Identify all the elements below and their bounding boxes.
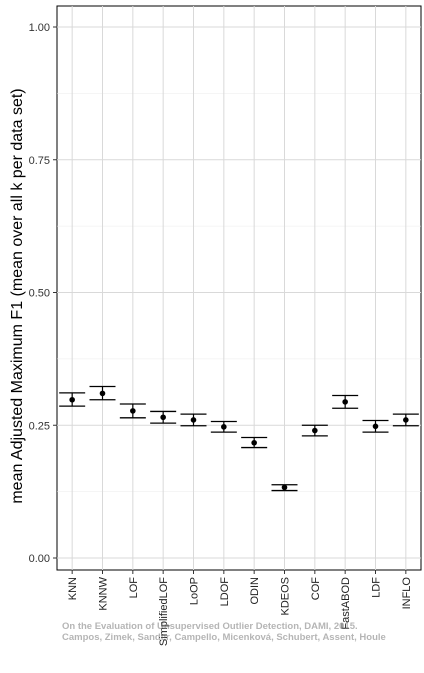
y-tick-label: 0.75 bbox=[29, 155, 50, 167]
plot-background bbox=[56, 5, 422, 571]
data-point bbox=[99, 390, 106, 397]
y-tick-label: 1.00 bbox=[29, 22, 50, 34]
data-point bbox=[251, 439, 257, 446]
data-point bbox=[130, 408, 136, 414]
y-axis-label-box: mean Adjusted Maximum F1 (mean over all … bbox=[4, 0, 32, 673]
y-tick-label: 0.50 bbox=[29, 288, 50, 300]
x-tick-label: LoOP bbox=[189, 577, 201, 605]
data-marks bbox=[59, 385, 419, 492]
data-point bbox=[281, 484, 288, 491]
watermark-line-1: On the Evaluation of Unsupervised Outlie… bbox=[62, 621, 358, 632]
x-tick-label: SimplifiedLOF bbox=[158, 577, 170, 646]
x-tick-label: KDEOS bbox=[280, 577, 292, 616]
x-tick-label: INFLO bbox=[401, 577, 413, 610]
x-tick-label: LOF bbox=[128, 577, 140, 599]
x-tick-label: KNN bbox=[67, 577, 79, 600]
data-point bbox=[403, 417, 409, 423]
y-axis-label: mean Adjusted Maximum F1 (mean over all … bbox=[9, 88, 26, 504]
data-point bbox=[190, 417, 197, 423]
grid bbox=[57, 6, 421, 570]
data-point bbox=[342, 399, 348, 405]
x-axis: KNN KNNW LOF SimplifiedLOF LoOP LDOF ODIN KDEOS… bbox=[67, 570, 413, 646]
watermark: On the Evaluation of Unsupervised Outlie… bbox=[62, 621, 422, 643]
x-tick-label: LDOF bbox=[219, 577, 231, 607]
x-tick-label: KNNW bbox=[98, 576, 110, 610]
x-tick-label: ODIN bbox=[249, 577, 261, 605]
watermark-line-2: Campos, Zimek, Sander, Campello, Micenko… bbox=[62, 632, 386, 643]
y-axis: 0.00 0.25 0.50 0.75 1.00 bbox=[29, 22, 57, 565]
data-point bbox=[69, 396, 75, 403]
x-tick-label: LDF bbox=[371, 577, 383, 598]
y-tick-label: 0.00 bbox=[29, 553, 50, 565]
data-point bbox=[312, 427, 318, 434]
data-point bbox=[160, 414, 166, 421]
x-tick-label: COF bbox=[310, 577, 322, 601]
data-point bbox=[372, 423, 379, 430]
y-tick-label: 0.25 bbox=[29, 420, 50, 432]
data-point bbox=[221, 424, 227, 430]
x-tick-label: FastABOD bbox=[340, 577, 352, 630]
